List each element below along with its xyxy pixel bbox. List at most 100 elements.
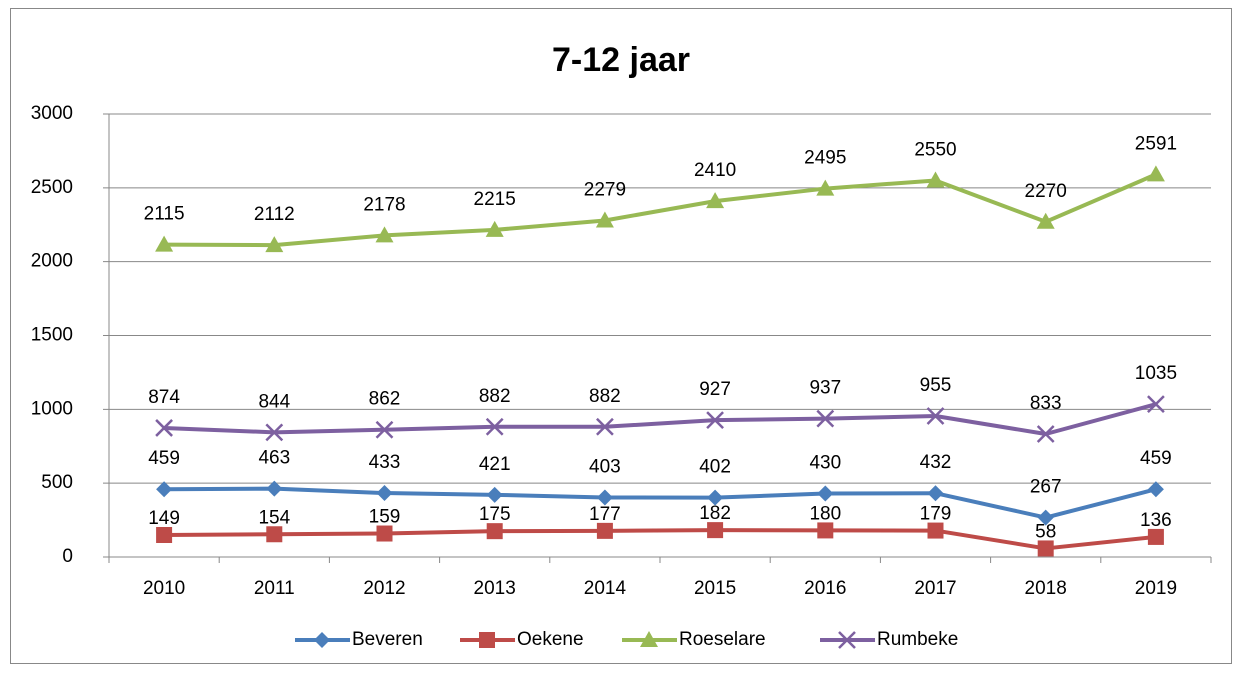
data-label: 421 xyxy=(479,454,511,475)
data-label: 927 xyxy=(699,379,731,400)
y-tick-label: 2500 xyxy=(31,177,73,198)
data-label: 844 xyxy=(258,391,290,412)
data-point xyxy=(596,417,614,436)
data-point xyxy=(375,226,394,243)
data-label: 403 xyxy=(589,457,621,478)
series-line xyxy=(164,486,1157,520)
data-label: 159 xyxy=(369,507,401,528)
legend-label: Beveren xyxy=(352,629,423,650)
data-label: 833 xyxy=(1030,393,1062,414)
y-tick-label: 0 xyxy=(62,546,73,567)
y-tick-label: 500 xyxy=(41,472,73,493)
data-label: 882 xyxy=(479,386,511,407)
y-tick-label: 1000 xyxy=(31,398,73,419)
x-tick-label: 2014 xyxy=(584,578,627,599)
data-point xyxy=(485,417,504,436)
data-point xyxy=(1147,395,1165,414)
x-tick-label: 2012 xyxy=(363,578,405,599)
y-tick-label: 2000 xyxy=(31,251,73,272)
data-label: 149 xyxy=(148,508,180,529)
legend-marker xyxy=(640,631,658,647)
data-point xyxy=(927,522,944,539)
data-label: 2550 xyxy=(914,139,956,160)
data-point xyxy=(1037,540,1054,557)
data-point xyxy=(485,220,504,237)
y-tick-label: 3000 xyxy=(31,103,73,124)
data-point xyxy=(375,420,394,439)
y-tick-label: 1500 xyxy=(31,325,73,346)
data-label: 2112 xyxy=(254,204,295,225)
data-point xyxy=(265,423,284,442)
data-point xyxy=(596,489,613,506)
x-tick-label: 2013 xyxy=(474,578,516,599)
data-label: 2178 xyxy=(363,194,405,215)
data-point xyxy=(596,522,613,539)
x-tick-label: 2010 xyxy=(143,578,185,599)
data-point xyxy=(486,486,503,503)
data-label: 58 xyxy=(1035,521,1056,542)
chart-title: 7-12 jaar xyxy=(552,41,690,79)
data-point xyxy=(1036,212,1055,229)
series-line xyxy=(164,528,1157,551)
x-tick-label: 2017 xyxy=(914,578,956,599)
data-label: 136 xyxy=(1140,510,1172,531)
legend-label: Oekene xyxy=(517,629,584,650)
x-tick-label: 2018 xyxy=(1025,578,1067,599)
data-label: 862 xyxy=(369,389,401,410)
data-point xyxy=(1037,509,1054,526)
legend-label: Roeselare xyxy=(679,629,766,650)
data-point xyxy=(155,235,174,252)
data-point xyxy=(156,526,173,543)
legend-marker xyxy=(314,632,330,648)
data-point xyxy=(595,211,614,228)
data-label: 2115 xyxy=(144,204,185,225)
data-label: 937 xyxy=(809,378,841,399)
data-point xyxy=(1147,481,1164,498)
legend-marker xyxy=(838,631,856,649)
data-point xyxy=(926,407,945,425)
data-point xyxy=(155,419,173,437)
x-tick-label: 2011 xyxy=(254,578,295,599)
data-label: 433 xyxy=(369,452,401,473)
data-label: 430 xyxy=(809,453,841,474)
data-point xyxy=(816,179,835,196)
series-line xyxy=(164,172,1157,248)
data-point xyxy=(486,523,503,540)
data-label: 180 xyxy=(809,503,841,524)
x-tick-label: 2016 xyxy=(804,578,846,599)
data-label: 177 xyxy=(589,504,621,525)
data-point xyxy=(1147,528,1164,545)
data-point xyxy=(706,411,724,429)
data-label: 459 xyxy=(148,448,180,469)
data-label: 2270 xyxy=(1025,181,1067,202)
data-label: 154 xyxy=(258,507,290,528)
data-label: 459 xyxy=(1140,448,1172,469)
data-point xyxy=(376,485,393,502)
x-tick-label: 2019 xyxy=(1135,578,1177,599)
data-label: 2591 xyxy=(1135,133,1177,154)
data-point xyxy=(265,236,284,253)
data-point xyxy=(817,485,834,502)
data-point xyxy=(707,489,724,506)
data-label: 175 xyxy=(479,504,511,525)
data-point xyxy=(816,409,835,428)
data-label: 874 xyxy=(148,387,180,408)
data-label: 955 xyxy=(920,375,952,396)
data-label: 1035 xyxy=(1135,363,1177,384)
data-point xyxy=(266,526,283,543)
data-label: 182 xyxy=(699,503,731,524)
data-point xyxy=(926,171,945,188)
data-label: 432 xyxy=(920,452,952,473)
data-point xyxy=(266,480,283,497)
data-label: 2495 xyxy=(804,148,846,169)
data-point xyxy=(817,522,834,539)
data-point xyxy=(707,522,724,539)
data-point xyxy=(376,525,393,542)
data-label: 2279 xyxy=(584,179,626,200)
data-label: 463 xyxy=(258,448,290,469)
data-point xyxy=(706,192,725,209)
data-label: 267 xyxy=(1030,477,1062,498)
legend-label: Rumbeke xyxy=(877,629,958,650)
data-point xyxy=(156,481,173,498)
